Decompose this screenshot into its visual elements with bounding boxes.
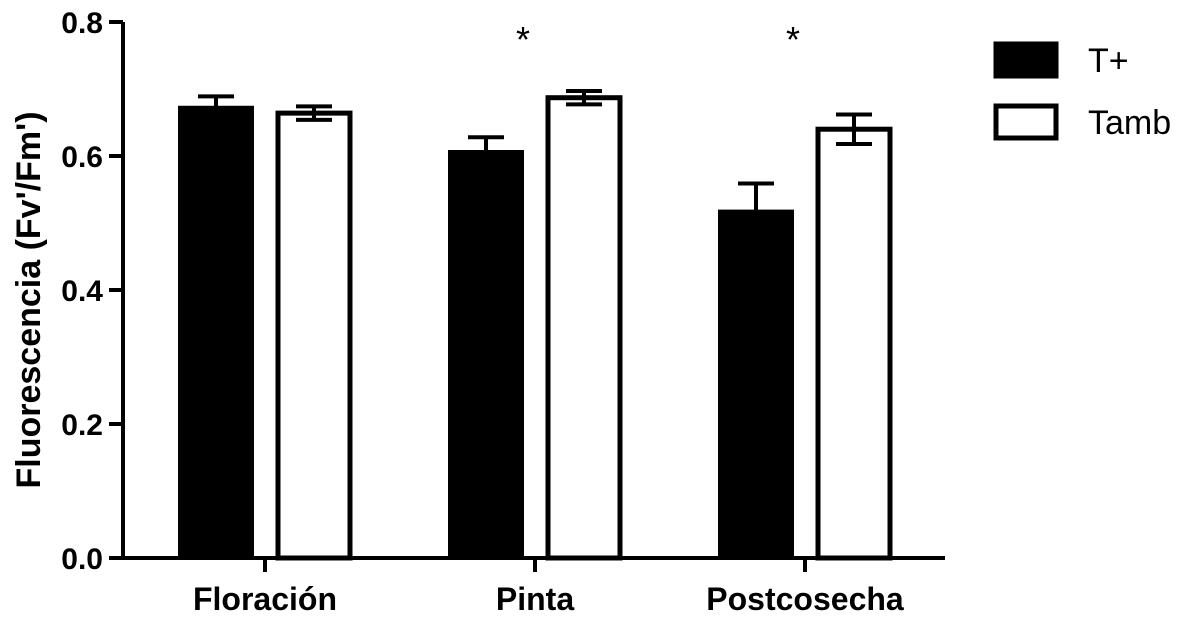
y-tick-label: 0.0	[61, 543, 103, 576]
legend-label: Tamb	[1088, 104, 1171, 142]
y-tick-label: 0.4	[61, 275, 103, 308]
y-tick-label: 0.6	[61, 141, 103, 174]
bar-tamb	[275, 110, 353, 561]
legend-swatch	[993, 103, 1059, 141]
bar-tamb	[815, 126, 893, 561]
bar-tamb	[545, 95, 623, 561]
bar-t	[448, 149, 524, 560]
significance-marker: *	[516, 19, 530, 60]
labels: Fluorescencia (Fv'/Fm') Floración Pinta * Po…	[10, 19, 904, 617]
x-tick-label: Postcosecha	[706, 581, 904, 617]
bar-t	[178, 105, 254, 560]
legend-label: T+	[1088, 42, 1129, 80]
y-axis-title: Fluorescencia (Fv'/Fm')	[10, 111, 48, 488]
y-tick-label: 0.2	[61, 409, 103, 442]
legend-swatch	[993, 41, 1059, 79]
x-tick-label: Floración	[193, 581, 337, 617]
significance-marker: *	[786, 19, 800, 60]
bars	[178, 89, 893, 561]
y-tick-label: 0.8	[61, 7, 103, 40]
x-tick-label: Pinta	[496, 581, 574, 617]
bar-t	[718, 209, 794, 561]
legend: T+ Tamb	[993, 41, 1171, 142]
